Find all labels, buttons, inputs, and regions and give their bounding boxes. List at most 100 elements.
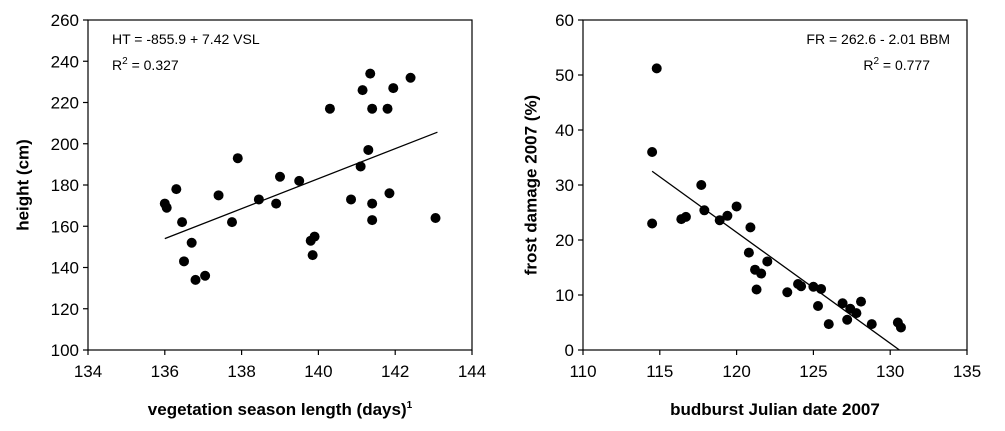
- y-axis-ticks: 100 120 140 160 180 200 220 240 260: [51, 11, 88, 360]
- r-squared-value: = 0.777: [879, 57, 930, 73]
- regression-equation: HT = -855.9 + 7.42 VSL: [112, 31, 260, 47]
- data-point: [430, 213, 441, 223]
- y-tick-label: 40: [555, 121, 574, 140]
- r-squared-value: = 0.327: [128, 57, 179, 73]
- data-point: [382, 103, 393, 114]
- y-axis-label: frost damage 2007 (%): [521, 95, 540, 275]
- x-tick-label: 115: [646, 362, 673, 381]
- x-axis-label-text: vegetation season length (days): [148, 400, 407, 419]
- data-point: [388, 83, 399, 94]
- y-axis-ticks: 0 10 20 30 40 50 60: [555, 11, 583, 360]
- y-tick-label: 160: [51, 217, 79, 236]
- data-point: [161, 202, 172, 213]
- data-point: [227, 217, 237, 228]
- data-point: [253, 194, 264, 205]
- y-tick-label: 100: [51, 341, 79, 360]
- data-point: [367, 198, 378, 209]
- data-point: [271, 198, 282, 209]
- y-tick-label: 240: [51, 52, 79, 71]
- y-tick-label: 10: [555, 286, 574, 305]
- y-tick-label: 20: [555, 231, 574, 250]
- x-tick-label: 142: [381, 362, 409, 381]
- x-tick-label: 120: [722, 362, 750, 381]
- x-tick-label: 110: [569, 362, 596, 381]
- data-point: [190, 274, 201, 285]
- y-tick-label: 220: [51, 94, 79, 113]
- data-points: [647, 63, 906, 333]
- data-point: [743, 247, 754, 258]
- frost-damage-vs-budburst-chart: 0 10 20 30 40 50 60 110 115 120 125 130 135 FR = 26…: [521, 11, 981, 419]
- y-tick-label: 200: [51, 135, 79, 154]
- regression-line: [651, 170, 900, 351]
- data-point: [837, 298, 848, 309]
- r-squared-prefix: R: [112, 57, 122, 73]
- data-point: [823, 319, 834, 330]
- x-tick-label: 140: [304, 362, 332, 381]
- x-tick-label: 130: [876, 362, 904, 381]
- y-tick-label: 30: [555, 176, 574, 195]
- data-point: [680, 211, 691, 222]
- x-tick-label: 144: [458, 362, 486, 381]
- data-point: [365, 68, 376, 79]
- data-point: [696, 180, 707, 190]
- data-point: [294, 175, 305, 186]
- x-tick-label: 125: [799, 362, 827, 381]
- x-axis-label: budburst Julian date 2007: [670, 400, 880, 419]
- data-point: [866, 319, 877, 330]
- data-point: [699, 205, 710, 216]
- y-tick-label: 140: [51, 259, 79, 278]
- x-axis-label-superscript: 1: [407, 400, 413, 411]
- data-point: [851, 308, 862, 319]
- data-point: [722, 210, 733, 221]
- data-point: [731, 201, 742, 212]
- r-squared-prefix: R: [863, 57, 873, 73]
- data-point: [367, 103, 378, 114]
- x-axis-ticks: 134 136 138 140 142 144: [74, 350, 486, 381]
- data-point: [751, 284, 762, 295]
- data-point: [842, 314, 853, 325]
- data-point: [186, 237, 197, 248]
- data-point: [324, 103, 335, 114]
- data-point: [275, 171, 285, 182]
- r-squared-label: R2 = 0.777: [863, 56, 930, 73]
- x-tick-label: 136: [151, 362, 179, 381]
- r-squared-superscript: 2: [122, 56, 128, 67]
- r-squared-label: R2 = 0.327: [112, 56, 179, 73]
- data-point: [232, 153, 243, 164]
- y-tick-label: 260: [51, 11, 79, 30]
- data-point: [808, 281, 819, 292]
- data-point: [405, 72, 416, 83]
- y-tick-label: 50: [555, 66, 574, 85]
- data-point: [200, 270, 211, 281]
- data-point: [816, 283, 827, 294]
- data-point: [213, 190, 224, 201]
- data-point: [762, 256, 773, 267]
- data-point: [355, 161, 366, 172]
- data-point: [307, 250, 318, 261]
- data-point: [309, 231, 320, 242]
- data-point: [171, 184, 182, 195]
- y-tick-label: 120: [51, 300, 79, 319]
- data-point: [346, 194, 357, 205]
- r-squared-superscript: 2: [873, 56, 879, 67]
- data-points: [159, 68, 441, 285]
- regression-equation: FR = 262.6 - 2.01 BBM: [806, 31, 950, 47]
- y-tick-label: 0: [565, 341, 574, 360]
- data-point: [384, 188, 395, 199]
- data-point: [714, 215, 725, 226]
- data-point: [357, 85, 368, 96]
- data-point: [367, 215, 378, 226]
- data-point: [177, 217, 188, 228]
- x-axis-ticks: 110 115 120 125 130 135: [569, 350, 981, 381]
- height-vs-season-length-chart: 100 120 140 160 180 200 220 240 260 134 136 138 140…: [13, 11, 486, 419]
- data-point: [796, 281, 807, 292]
- data-point: [782, 287, 793, 298]
- y-axis-label: height (cm): [13, 139, 32, 231]
- x-tick-label: 135: [953, 362, 981, 381]
- y-tick-label: 60: [555, 11, 574, 30]
- data-point: [647, 218, 658, 229]
- y-tick-label: 180: [51, 176, 79, 195]
- data-point: [756, 268, 767, 279]
- data-point: [651, 63, 662, 74]
